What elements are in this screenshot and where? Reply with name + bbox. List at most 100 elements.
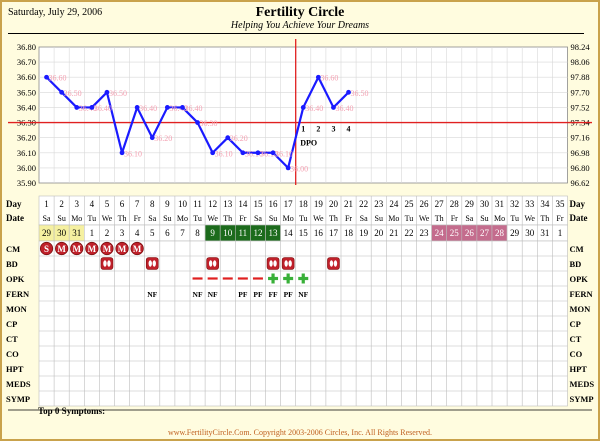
day-number: 21 (344, 199, 353, 209)
footprints-icon-right (107, 260, 111, 267)
y-tick-label-celsius: 36.70 (17, 57, 36, 67)
y-tick-label-celsius: 36.50 (17, 87, 36, 97)
footprints-icon-left (208, 260, 213, 267)
footprints-icon-right (212, 260, 217, 267)
footprints-icon-right (152, 260, 156, 267)
temperature-point (285, 165, 291, 171)
row-label-right-fern: FERN (570, 289, 594, 299)
footprints-icon-right (333, 260, 338, 267)
day-number: 2 (59, 199, 64, 209)
y-tick-label-fahrenheit: 97.16 (571, 133, 590, 143)
day-number: 4 (90, 199, 95, 209)
y-tick-label-celsius: 36.40 (17, 102, 36, 112)
chart-title: Fertility Circle (255, 5, 345, 20)
day-number: 29 (465, 199, 475, 209)
day-number: 10 (178, 199, 188, 209)
cervical-mucus-icon (100, 241, 114, 256)
row-label-symp: SYMP (6, 394, 30, 404)
weekday-label: Tu (510, 214, 519, 223)
day-number: 18 (299, 199, 309, 209)
row-label-ct: CT (6, 334, 18, 344)
date-cell-label: 18 (344, 228, 354, 238)
temperature-data-label: 36.10 (275, 149, 293, 158)
day-number: 32 (510, 199, 519, 209)
day-number: 12 (208, 199, 217, 209)
cervical-mucus-icon (55, 241, 69, 256)
chart-date: Saturday, July 29, 2006 (8, 7, 103, 18)
date-cell-label: 13 (269, 228, 279, 238)
temperature-point (119, 150, 125, 156)
row-label-right-ct: CT (570, 334, 582, 344)
temperature-point (59, 89, 65, 95)
day-number: 8 (150, 199, 155, 209)
date-cell-label: 26 (465, 228, 475, 238)
temperature-point (346, 89, 351, 95)
day-number: 9 (165, 199, 170, 209)
weekday-label: Su (269, 214, 277, 223)
temperature-data-label: 36.30 (200, 119, 218, 128)
temperature-point (331, 105, 336, 110)
y-tick-label-fahrenheit: 98.06 (571, 57, 590, 67)
date-cell-label: 1 (90, 228, 95, 238)
footprints-icon (327, 257, 340, 270)
opk-positive-plus-horizontal (298, 276, 309, 281)
date-cell-label: 16 (314, 228, 324, 238)
weekday-label: Mo (388, 214, 399, 223)
temperature-data-label: 36.40 (94, 104, 112, 113)
row-label-right-hpt: HPT (570, 364, 588, 374)
temperature-point (164, 105, 170, 110)
temperature-point (180, 105, 185, 110)
fern-result-label: PF (238, 290, 248, 299)
date-cell-label: 20 (374, 228, 384, 238)
row-label-right-cm: CM (570, 244, 584, 254)
row-label-date_label: Date (6, 213, 24, 223)
weekday-label: Su (480, 214, 488, 223)
footprints-icon-left (284, 260, 288, 267)
date-cell-label: 30 (57, 228, 67, 238)
day-number: 19 (314, 199, 324, 209)
day-number: 24 (389, 199, 399, 209)
weekday-label: Tu (193, 214, 202, 223)
temperature-point (255, 150, 261, 156)
day-number: 30 (480, 199, 490, 209)
date-cell-label: 29 (510, 228, 520, 238)
row-label-bd: BD (6, 259, 18, 269)
day-number: 5 (105, 199, 110, 209)
date-cell-label: 5 (150, 228, 155, 238)
dpo-number: 3 (331, 125, 335, 134)
weekday-label: We (207, 214, 218, 223)
weekday-label: Fr (556, 214, 563, 223)
footprints-icon (100, 257, 114, 270)
weekday-label: We (313, 214, 324, 223)
day-number: 16 (269, 199, 279, 209)
row-label-right-day_label: Day (570, 199, 586, 209)
date-cell-label: 6 (165, 228, 170, 238)
date-cell-label: 9 (210, 228, 215, 238)
dpo-number: 2 (316, 125, 320, 134)
temperature-point (89, 105, 95, 110)
weekday-label: Th (118, 214, 127, 223)
temperature-data-label: 36.40 (79, 104, 97, 113)
row-label-fern: FERN (6, 289, 30, 299)
date-cell-label: 21 (389, 228, 398, 238)
weekday-label: We (419, 214, 430, 223)
cervical-mucus-icon (85, 241, 99, 256)
symptoms-label: Top 0 Symptoms: (38, 406, 106, 416)
day-number: 34 (540, 199, 550, 209)
weekday-label: Sa (465, 214, 473, 223)
cervical-mucus-icon-letter: M (118, 244, 127, 254)
date-cell-label: 30 (525, 228, 535, 238)
weekday-label: Mo (283, 214, 294, 223)
row-label-mon: MON (6, 304, 28, 314)
cervical-mucus-icon (130, 241, 144, 256)
date-cell-label: 2 (105, 228, 110, 238)
row-label-right-meds: MEDS (570, 379, 595, 389)
weekday-label: Sa (43, 214, 51, 223)
temperature-data-label: 36.50 (64, 89, 82, 98)
temperature-data-label: 36.10 (245, 149, 263, 158)
row-label-cp: CP (6, 319, 17, 329)
date-cell-label: 12 (253, 228, 262, 238)
dpo-number: 1 (301, 125, 305, 134)
temperature-point (44, 74, 49, 80)
row-label-right-symp: SYMP (570, 394, 594, 404)
